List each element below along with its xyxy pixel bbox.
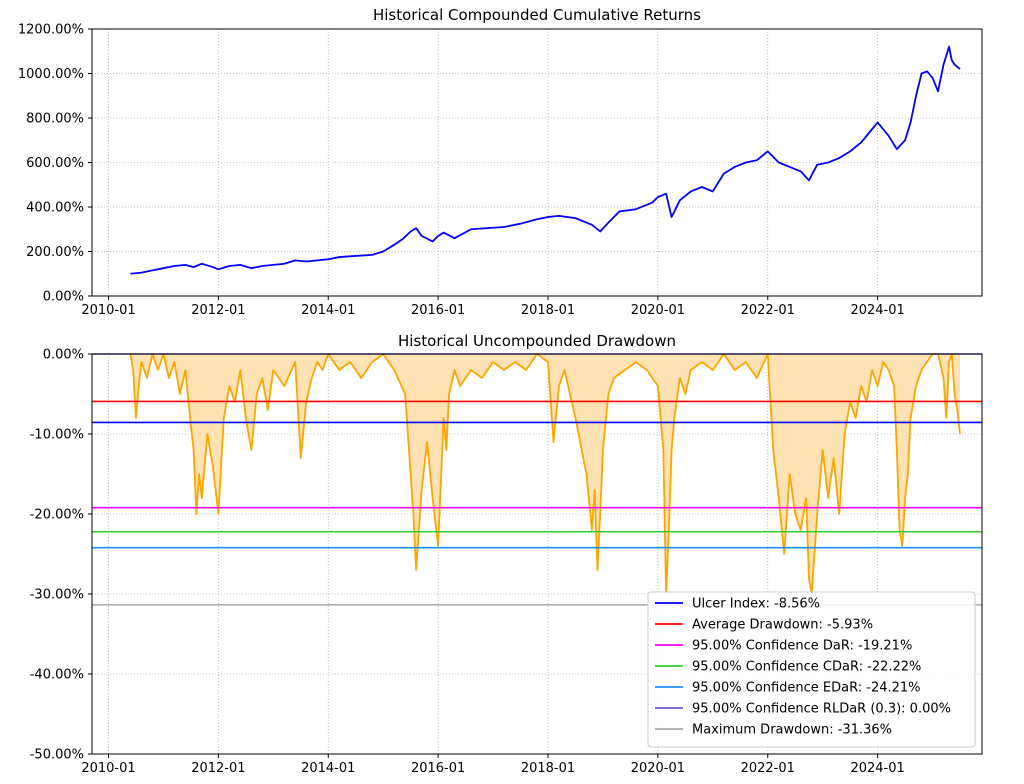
cumulative-returns-x-tick-label: 2020-01 <box>631 303 685 318</box>
drawdown-x-tick-label: 2010-01 <box>81 761 135 776</box>
drawdown-x-tick-label: 2014-01 <box>301 761 355 776</box>
legend-entry: Ulcer Index: -8.56% <box>655 597 820 612</box>
cumulative-returns-title: Historical Compounded Cumulative Returns <box>373 6 701 24</box>
legend-label: 95.00% Confidence EDaR: -24.21% <box>692 681 921 696</box>
cumulative-returns-panel: Historical Compounded Cumulative Returns… <box>18 6 983 318</box>
cumulative-returns-x-tick-label: 2022-01 <box>741 303 795 318</box>
drawdown-panel: Historical Uncompounded Drawdown 0.00% -1… <box>30 332 983 776</box>
cumulative-returns-grid <box>92 28 982 297</box>
legend-entry: Average Drawdown: -5.93% <box>655 618 873 633</box>
cumulative-returns-y-tick-label: 600.00% <box>26 156 84 171</box>
legend-entry: Maximum Drawdown: -31.36% <box>655 723 892 738</box>
cumulative-returns-x-ticks: 2010-01 2012-01 2014-01 2016-01 2018-01 2020-… <box>81 296 905 318</box>
drawdown-y-tick-label: 0.00% <box>43 348 84 363</box>
drawdown-x-ticks: 2010-01 2012-01 2014-01 2016-01 2018-01 2020-… <box>81 754 905 776</box>
drawdown-title: Historical Uncompounded Drawdown <box>398 332 676 350</box>
drawdown-x-tick-label: 2022-01 <box>741 761 795 776</box>
cumulative-returns-x-tick-label: 2010-01 <box>81 303 135 318</box>
cumulative-returns-y-tick-label: 0.00% <box>43 290 84 305</box>
cumulative-returns-x-tick-label: 2012-01 <box>191 303 245 318</box>
drawdown-x-tick-label: 2012-01 <box>191 761 245 776</box>
drawdown-x-tick-label: 2020-01 <box>631 761 685 776</box>
cumulative-returns-x-tick-label: 2018-01 <box>521 303 575 318</box>
drawdown-x-tick-label: 2016-01 <box>411 761 465 776</box>
drawdown-frame <box>91 353 983 755</box>
cumulative-returns-y-ticks: 0.00% 200.00% 400.00% 600.00% 800.00% 1000.00… <box>18 23 92 305</box>
legend-entry: 95.00% Confidence DaR: -19.21% <box>655 639 912 654</box>
cumulative-returns-x-tick-label: 2014-01 <box>301 303 355 318</box>
cumulative-returns-series-line <box>130 45 961 275</box>
legend-label: Maximum Drawdown: -31.36% <box>692 723 892 738</box>
cumulative-returns-y-tick-label: 1200.00% <box>18 23 84 38</box>
drawdown-y-tick-label: -30.00% <box>30 588 84 603</box>
drawdown-y-tick-label: -50.00% <box>30 748 84 763</box>
cumulative-returns-x-tick-label: 2016-01 <box>411 303 465 318</box>
drawdown-y-tick-label: -40.00% <box>30 668 84 683</box>
legend-label: 95.00% Confidence CDaR: -22.22% <box>692 660 921 675</box>
legend-label: 95.00% Confidence RLDaR (0.3): 0.00% <box>692 702 951 717</box>
drawdown-plot <box>129 353 961 595</box>
cumulative-returns-x-tick-label: 2024-01 <box>850 303 904 318</box>
cumulative-returns-plot <box>130 45 961 275</box>
drawdown-y-tick-label: -20.00% <box>30 508 84 523</box>
drawdown-y-ticks: 0.00% -10.00% -20.00% -30.00% -40.00% -50.00% <box>30 348 92 763</box>
legend-label: Ulcer Index: -8.56% <box>692 597 820 612</box>
legend-box <box>647 591 976 748</box>
cumulative-returns-y-tick-label: 800.00% <box>26 112 84 127</box>
drawdown-x-tick-label: 2024-01 <box>850 761 904 776</box>
legend-entry: 95.00% Confidence EDaR: -24.21% <box>655 681 921 696</box>
legend-entry: 95.00% Confidence CDaR: -22.22% <box>655 660 921 675</box>
cumulative-returns-y-tick-label: 400.00% <box>26 201 84 216</box>
legend-label: Average Drawdown: -5.93% <box>692 618 873 633</box>
drawdown-area-fill <box>130 354 961 594</box>
cumulative-returns-frame <box>91 28 983 297</box>
drawdown-x-tick-label: 2018-01 <box>521 761 575 776</box>
drawdown-y-tick-label: -10.00% <box>30 428 84 443</box>
legend-entry: 95.00% Confidence RLDaR (0.3): 0.00% <box>655 702 951 717</box>
cumulative-returns-y-tick-label: 200.00% <box>26 245 84 260</box>
cumulative-returns-y-tick-label: 1000.00% <box>18 67 84 82</box>
drawdown-legend: Ulcer Index: -8.56% Average Drawdown: -5.… <box>647 591 976 748</box>
legend-label: 95.00% Confidence DaR: -19.21% <box>692 639 912 654</box>
